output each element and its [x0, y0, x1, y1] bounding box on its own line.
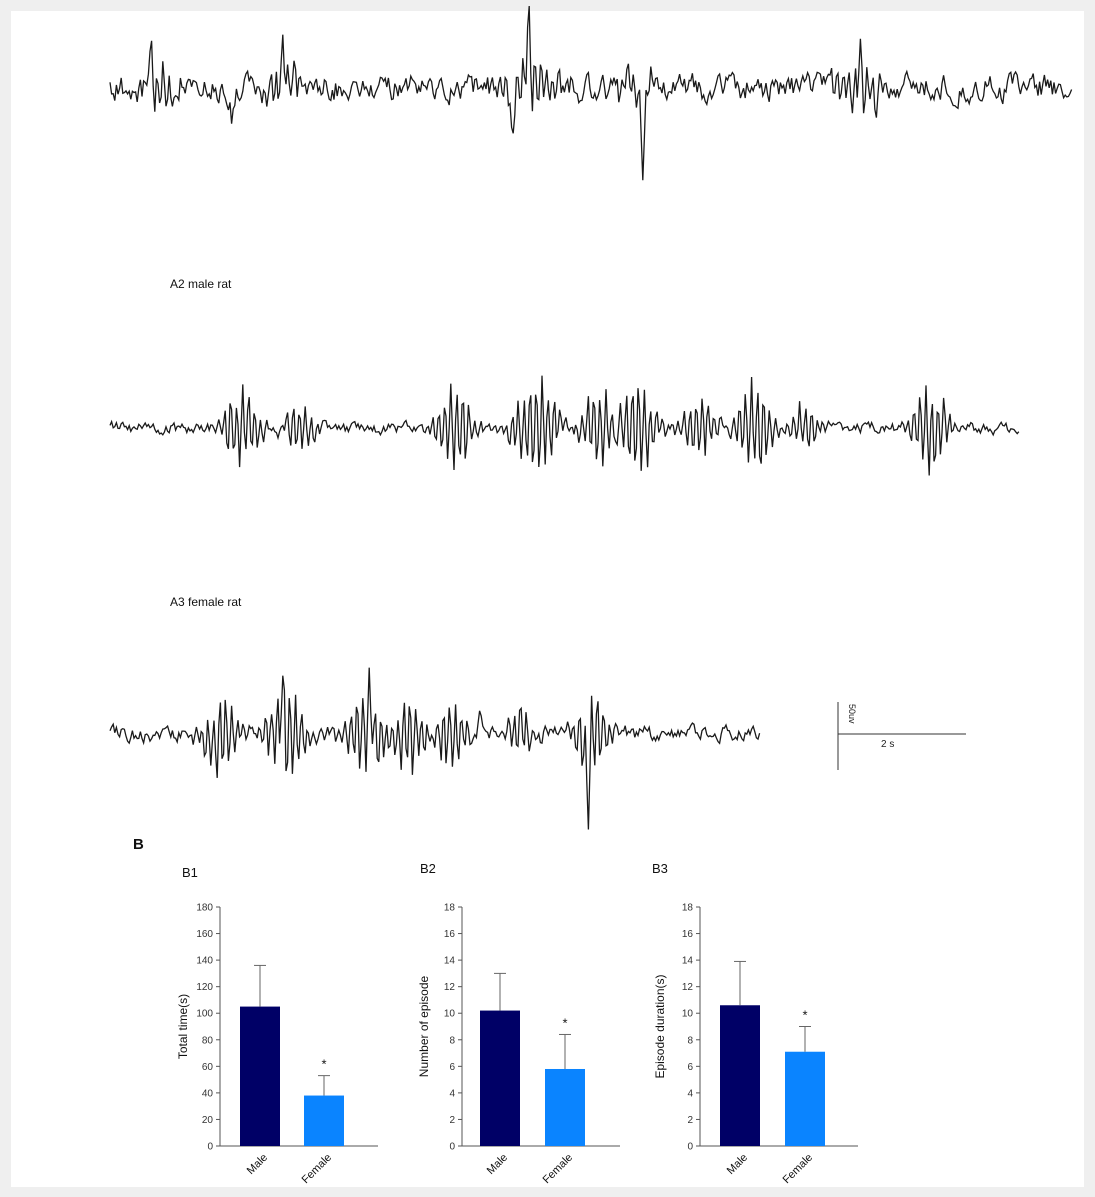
eeg-label-a2: A2 male rat	[170, 277, 232, 291]
chart-b3-y-tick-label: 4	[687, 1088, 693, 1099]
chart-b2-y-tick-label: 18	[444, 903, 456, 914]
chart-b2-bar-female	[545, 1068, 585, 1146]
chart-b3-bar-male	[720, 1005, 760, 1146]
chart-b3-y-tick-label: 2	[687, 1115, 693, 1126]
scale-bar-amplitude-label: 50uv	[847, 704, 857, 724]
panel-b-label: B	[133, 836, 144, 853]
chart-b1-category-label: Female	[300, 1152, 334, 1186]
chart-b3-y-tick-label: 0	[687, 1142, 693, 1153]
chart-b3-y-axis-label: Episode duration(s)	[653, 974, 667, 1078]
chart-b3-y-tick-label: 12	[682, 982, 694, 993]
figure-panel	[11, 11, 1084, 1187]
chart-b2-y-tick-label: 16	[444, 929, 456, 940]
chart-b2-y-tick-label: 4	[449, 1088, 455, 1099]
chart-b2-significance-marker: *	[562, 1015, 567, 1030]
chart-b1-y-tick-label: 100	[196, 1009, 213, 1020]
scale-bar-time-label: 2 s	[881, 739, 894, 750]
chart-b3-bar-female	[785, 1051, 825, 1146]
chart-b1-bar-male	[240, 1006, 280, 1146]
chart-b2-y-tick-label: 12	[444, 982, 456, 993]
chart-b3-y-tick-label: 16	[682, 929, 694, 940]
chart-b1-y-tick-label: 120	[196, 982, 213, 993]
chart-b3-significance-marker: *	[802, 1008, 807, 1023]
chart-b3-y-tick-label: 10	[682, 1009, 694, 1020]
chart-b3-y-tick-label: 14	[682, 956, 694, 967]
chart-b2-panel-label: B2	[420, 861, 436, 876]
chart-b2-y-tick-label: 8	[449, 1035, 455, 1046]
chart-b1-bar-female	[304, 1095, 344, 1146]
chart-b3-y-tick-label: 18	[682, 903, 694, 914]
chart-b1-category-label: Male	[245, 1152, 270, 1177]
eeg-trace-a3	[109, 667, 761, 830]
chart-b1-y-tick-label: 40	[202, 1088, 214, 1099]
chart-b2-y-tick-label: 14	[444, 956, 456, 967]
chart-b1-y-tick-label: 20	[202, 1115, 214, 1126]
eeg-trace-a1	[109, 5, 1073, 181]
chart-b2-category-label: Female	[541, 1152, 575, 1186]
chart-b1-y-tick-label: 80	[202, 1035, 214, 1046]
chart-b3-category-label: Female	[781, 1152, 815, 1186]
chart-b2-y-tick-label: 2	[449, 1115, 455, 1126]
chart-b3-y-tick-label: 8	[687, 1035, 693, 1046]
chart-b1-y-tick-label: 140	[196, 956, 213, 967]
chart-b2-y-axis-label: Number of episode	[417, 975, 431, 1077]
eeg-trace-a2	[109, 375, 1020, 476]
chart-b1-y-tick-label: 0	[207, 1142, 213, 1153]
scale-bar: 50uv 2 s	[837, 702, 966, 770]
chart-b2-category-label: Male	[485, 1152, 510, 1177]
chart-b1-y-tick-label: 160	[196, 929, 213, 940]
chart-b2-y-tick-label: 6	[449, 1062, 455, 1073]
chart-b1-y-tick-label: 180	[196, 903, 213, 914]
eeg-label-a3: A3 female rat	[170, 595, 242, 609]
chart-b2-y-tick-label: 10	[444, 1009, 456, 1020]
chart-b3-panel-label: B3	[652, 861, 668, 876]
chart-b1-y-axis-label: Total time(s)	[176, 994, 190, 1059]
chart-b1-significance-marker: *	[321, 1057, 326, 1072]
chart-b3-y-tick-label: 6	[687, 1062, 693, 1073]
chart-b2-y-tick-label: 0	[449, 1142, 455, 1153]
chart-b1-y-tick-label: 60	[202, 1062, 214, 1073]
chart-b3-category-label: Male	[725, 1152, 750, 1177]
chart-b2-bar-male	[480, 1010, 520, 1146]
chart-b1-panel-label: B1	[182, 865, 198, 880]
eeg-traces: A2 male rat A3 female rat	[109, 5, 1073, 830]
